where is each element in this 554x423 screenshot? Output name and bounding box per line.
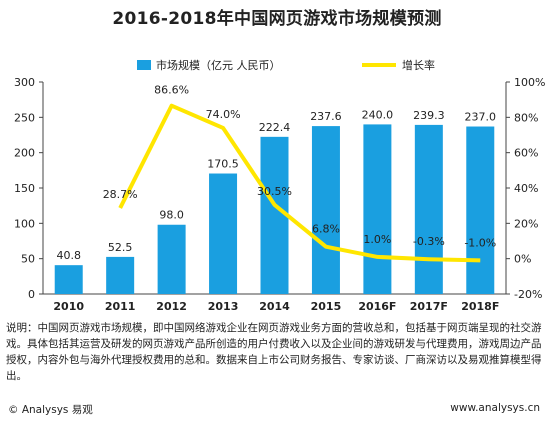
- y-left-tick-label: 50: [21, 253, 35, 266]
- y-left-tick-label: 250: [14, 111, 35, 124]
- y-left-tick-label: 200: [14, 147, 35, 160]
- x-tick-label: 2018F: [461, 300, 499, 313]
- growth-value-label: 28.7%: [103, 188, 138, 201]
- x-tick-label: 2015: [311, 300, 342, 313]
- bar: [466, 126, 495, 295]
- growth-value-label: -1.0%: [464, 236, 496, 249]
- bar-value-label: 240.0: [362, 108, 394, 121]
- x-tick-label: 2017F: [410, 300, 448, 313]
- x-tick-label: 2012: [156, 300, 187, 313]
- legend-bar-label: 市场规模（亿元 人民币）: [156, 58, 281, 72]
- growth-value-label: -0.3%: [413, 235, 445, 248]
- x-tick-label: 2016F: [358, 300, 396, 313]
- bar: [209, 173, 238, 294]
- bar-value-label: 237.6: [310, 110, 342, 123]
- bar: [260, 136, 289, 294]
- legend-bar-swatch: [137, 60, 151, 70]
- chart-axes: 0 50 100 150 200 250 300 -20% 0% 20% 40% 60% 80% 100%…: [14, 76, 545, 313]
- bar: [157, 224, 186, 294]
- legend: 市场规模（亿元 人民币） 增长率: [137, 58, 435, 72]
- x-tick-label: 2014: [259, 300, 290, 313]
- bar-value-label: 40.8: [56, 249, 81, 262]
- y-right-tick-label: 60%: [514, 147, 538, 160]
- bar: [363, 124, 392, 295]
- x-tick-label: 2010: [53, 300, 84, 313]
- growth-value-label: 30.5%: [257, 185, 292, 198]
- y-right-tick-label: 20%: [514, 217, 538, 230]
- bar: [414, 124, 443, 294]
- bar-value-label: 239.3: [413, 109, 445, 122]
- y-left-tick-label: 0: [28, 288, 35, 301]
- chart-note: 说明：中国网页游戏市场规模，即中国网络游戏企业在网页游戏业务方面的营收总和，包括…: [6, 322, 542, 382]
- y-left-tick-label: 150: [14, 182, 35, 195]
- line-series: [118, 103, 481, 263]
- y-left-tick-label: 100: [14, 217, 35, 230]
- bar-series: [54, 124, 495, 295]
- bar-value-label: 237.0: [465, 111, 497, 124]
- x-tick-label: 2011: [105, 300, 136, 313]
- x-tick-label: 2013: [208, 300, 239, 313]
- bar-value-label: 222.4: [259, 121, 291, 134]
- bar-value-label: 170.5: [207, 158, 239, 171]
- growth-value-label: 74.0%: [206, 108, 241, 121]
- bar-value-label: 98.0: [159, 209, 184, 222]
- y-right-tick-label: -20%: [514, 288, 542, 301]
- y-right-tick-label: 80%: [514, 111, 538, 124]
- footer-brand: © Analysys 易观: [8, 404, 93, 416]
- bar-value-label: 52.5: [108, 241, 133, 254]
- y-right-tick-label: 40%: [514, 182, 538, 195]
- y-left-tick-label: 300: [14, 76, 35, 89]
- y-right-tick-label: 0%: [514, 253, 531, 266]
- growth-value-label: 1.0%: [363, 233, 391, 246]
- y-right-tick-label: 100%: [514, 76, 545, 89]
- footer-url[interactable]: www.analysys.cn: [450, 402, 540, 414]
- data-labels: 40.8 52.5 98.0 170.5 222.4 237.6 240.0 239.3 237…: [56, 84, 496, 262]
- chart: 0 50 100 150 200 250 300 -20% 0% 20% 40% 60% 80% 100%…: [14, 58, 545, 313]
- legend-line-label: 增长率: [402, 58, 435, 72]
- growth-line: [118, 103, 481, 263]
- chart-title: 2016-2018年中国网页游戏市场规模预测: [112, 9, 442, 29]
- growth-value-label: 86.6%: [154, 84, 189, 97]
- bar: [311, 126, 340, 294]
- bar: [106, 256, 135, 294]
- growth-value-label: 6.8%: [312, 223, 340, 236]
- bar: [54, 265, 83, 294]
